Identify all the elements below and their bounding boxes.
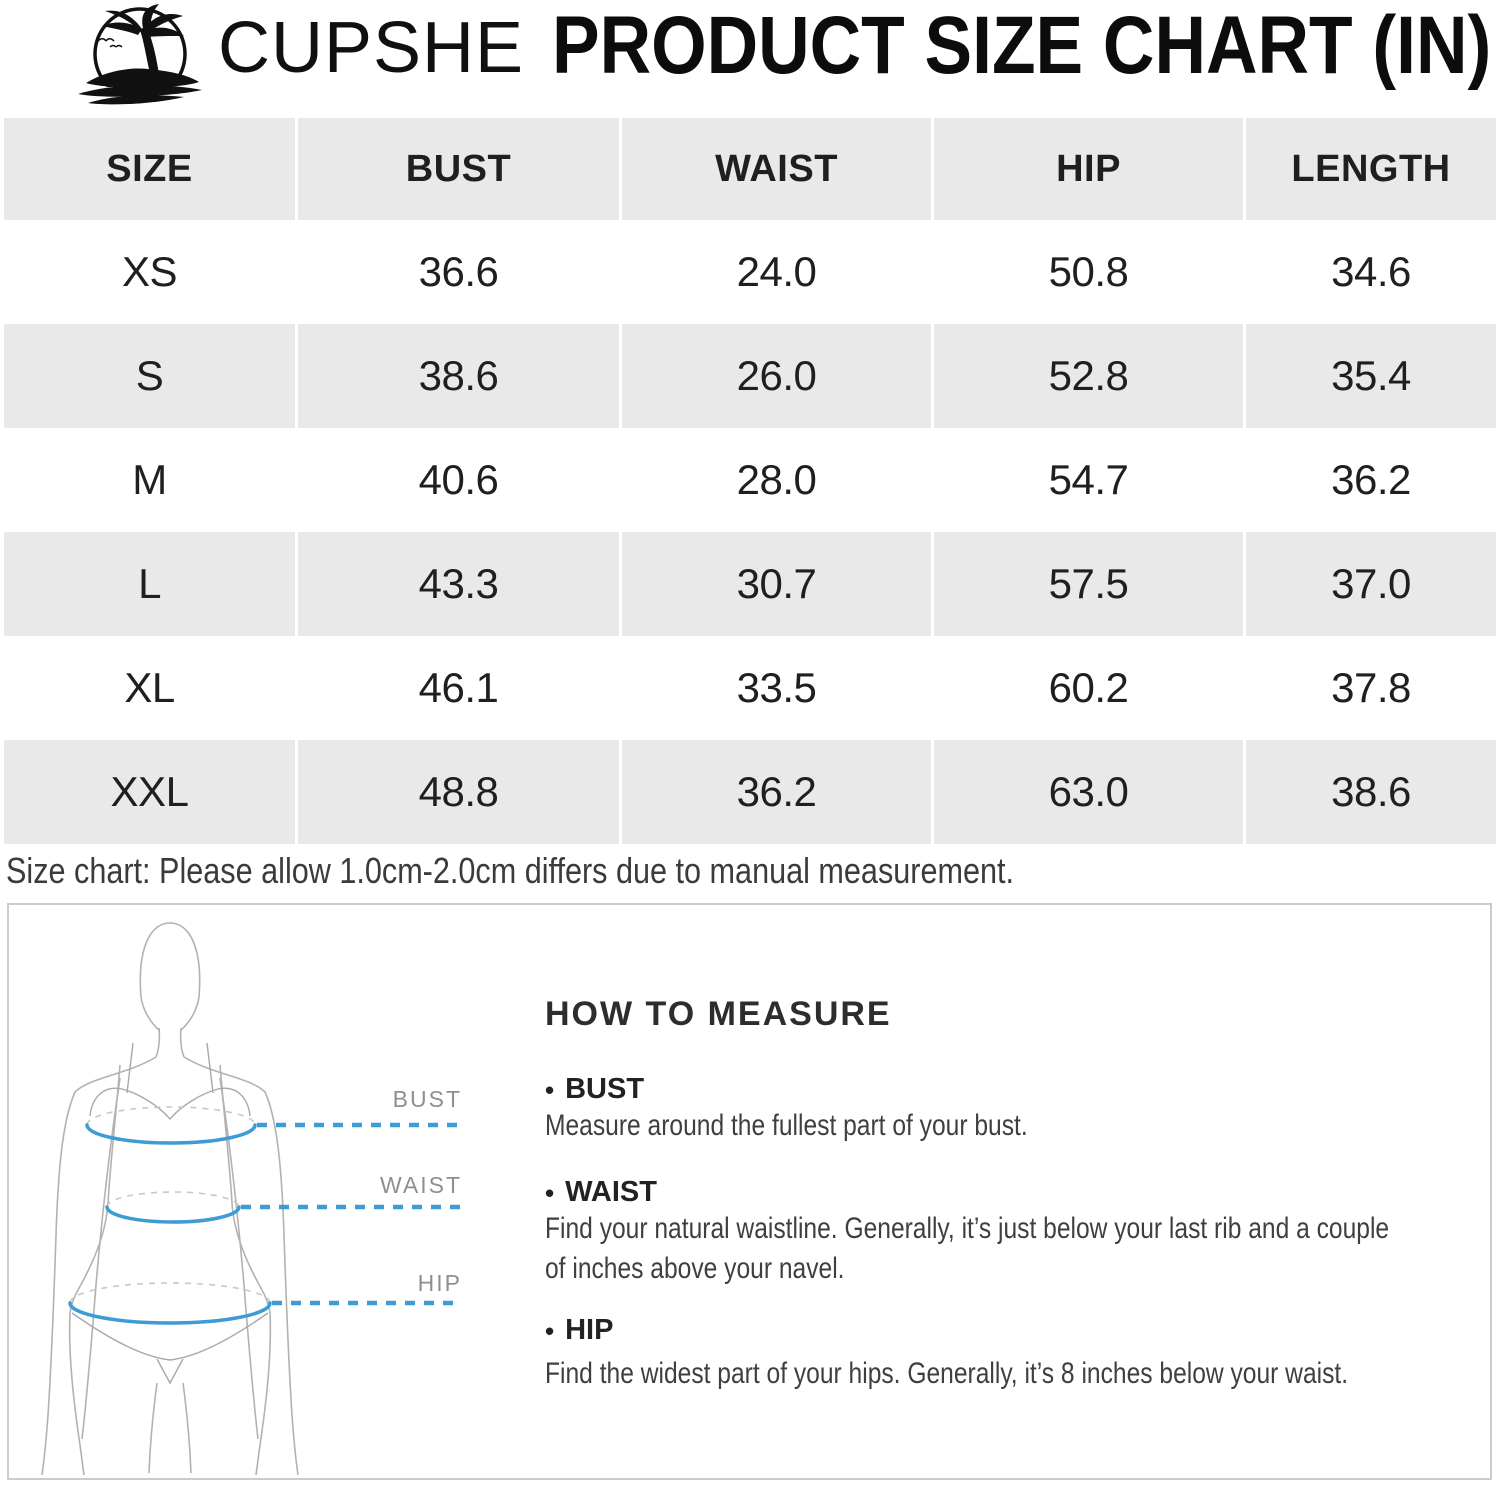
section-label-text: WAIST	[565, 1176, 657, 1208]
cell-size: XS	[4, 220, 295, 324]
column-header-size: SIZE	[4, 118, 295, 220]
cell-length: 37.8	[1243, 636, 1496, 740]
text-line: of inches above your navel.	[545, 1252, 845, 1285]
cell-size: M	[4, 428, 295, 532]
column-header-bust: BUST	[295, 118, 619, 220]
cell-hip: 60.2	[931, 636, 1243, 740]
cell-hip: 57.5	[931, 532, 1243, 636]
brand-name: CUPSHE	[218, 8, 525, 88]
cell-hip: 52.8	[931, 324, 1243, 428]
hip-measurement-line	[68, 1301, 272, 1325]
cell-size: XL	[4, 636, 295, 740]
cell-length: 34.6	[1243, 220, 1496, 324]
size-note: Size chart: Please allow 1.0cm-2.0cm dif…	[6, 850, 1015, 891]
cell-length: 36.2	[1243, 428, 1496, 532]
text-line: Find the widest part of your hips. Gener…	[545, 1357, 1349, 1390]
measure-section-label-hip: • HIP	[545, 1314, 613, 1347]
cell-size: XXL	[4, 740, 295, 844]
text-line: Find your natural waistline. Generally, …	[545, 1212, 1390, 1245]
column-header-waist: WAIST	[619, 118, 931, 220]
size-table: SIZE BUST WAIST HIP LENGTH XS 36.6 24.0 …	[4, 118, 1496, 844]
figure-label-bust: BUST	[393, 1086, 462, 1112]
column-header-length: LENGTH	[1243, 118, 1496, 220]
section-label-text: BUST	[565, 1073, 645, 1105]
cell-hip: 54.7	[931, 428, 1243, 532]
cell-bust: 48.8	[295, 740, 619, 844]
page-title: PRODUCT SIZE CHART (IN)	[552, 0, 1492, 91]
cell-bust: 46.1	[295, 636, 619, 740]
cell-length: 35.4	[1243, 324, 1496, 428]
cell-waist: 24.0	[619, 220, 931, 324]
measure-section-text-bust: Measure around the fullest part of your …	[545, 1106, 1134, 1146]
cell-hip: 63.0	[931, 740, 1243, 844]
waist-measurement-line	[105, 1205, 241, 1224]
cell-hip: 50.8	[931, 220, 1243, 324]
cell-length: 37.0	[1243, 532, 1496, 636]
body-figure-illustration: BUST WAIST HIP	[41, 922, 462, 1476]
cell-waist: 28.0	[619, 428, 931, 532]
cell-bust: 36.6	[295, 220, 619, 324]
section-label-text: HIP	[565, 1314, 614, 1346]
measure-section-text-hip: Find the widest part of your hips. Gener…	[545, 1354, 1500, 1394]
measure-section-label-waist: • WAIST	[545, 1176, 657, 1209]
cell-waist: 36.2	[619, 740, 931, 844]
cell-bust: 43.3	[295, 532, 619, 636]
cell-waist: 30.7	[619, 532, 931, 636]
cell-bust: 40.6	[295, 428, 619, 532]
cell-waist: 33.5	[619, 636, 931, 740]
column-header-hip: HIP	[931, 118, 1243, 220]
cell-length: 38.6	[1243, 740, 1496, 844]
bullet-icon: •	[545, 1177, 555, 1208]
measure-section-label-bust: • BUST	[545, 1073, 644, 1106]
cell-size: S	[4, 324, 295, 428]
text-line: Measure around the fullest part of your …	[545, 1109, 1028, 1142]
bullet-icon: •	[545, 1315, 555, 1346]
figure-label-waist: WAIST	[380, 1172, 462, 1198]
figure-label-hip: HIP	[418, 1270, 462, 1296]
how-to-measure-heading: HOW TO MEASURE	[545, 995, 892, 1033]
cell-size: L	[4, 532, 295, 636]
bust-measurement-line	[85, 1123, 257, 1145]
measurement-arcs	[68, 1123, 272, 1325]
cell-waist: 26.0	[619, 324, 931, 428]
how-to-measure-box: BUST WAIST HIP HOW TO MEASURE • BUST Mea…	[7, 903, 1492, 1480]
cell-bust: 38.6	[295, 324, 619, 428]
cupshe-logo-icon	[70, 4, 220, 105]
measure-section-text-waist: Find your natural waistline. Generally, …	[545, 1209, 1500, 1289]
bullet-icon: •	[545, 1074, 555, 1105]
